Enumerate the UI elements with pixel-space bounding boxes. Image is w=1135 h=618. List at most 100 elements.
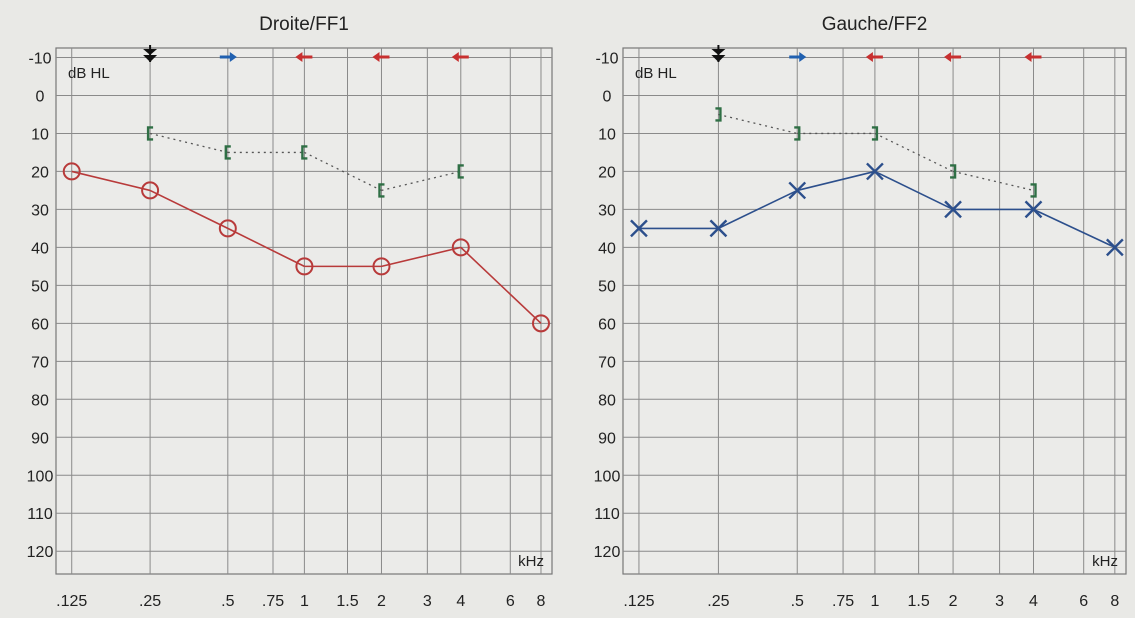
y-tick-label: 80: [598, 392, 616, 409]
air-conduction-line: [718, 189, 798, 230]
y-tick-label: 40: [598, 240, 616, 257]
y-tick-label: 80: [31, 392, 49, 409]
x-tick-label: 4: [456, 593, 465, 610]
y-tick-label: 20: [598, 164, 616, 181]
arrow-head: [944, 52, 952, 62]
bone-conduction-line: [381, 170, 461, 192]
y-tick-label: 0: [603, 88, 612, 105]
chart-title: Droite/FF1: [259, 14, 349, 35]
x-axis-label: kHz: [518, 553, 544, 570]
cross-stroke: [1105, 238, 1124, 257]
left-arrow-marker: [372, 52, 390, 62]
bracket-point: [1030, 183, 1037, 198]
left-arrow-marker: [1024, 52, 1042, 62]
x-tick-label: 1: [300, 593, 309, 610]
y-tick-label: 100: [594, 468, 621, 485]
cross-point: [944, 200, 962, 219]
cross-stroke: [866, 162, 884, 181]
bracket-point: [301, 145, 308, 160]
cross-point: [866, 162, 884, 181]
y-tick-label: 50: [31, 278, 49, 295]
x-tick-label: 6: [506, 593, 515, 610]
x-tick-label: .125: [623, 593, 654, 610]
air-conduction-line: [227, 227, 305, 268]
left-arrow-marker: [295, 52, 313, 62]
x-tick-label: 1.5: [336, 593, 358, 610]
bone-conduction-line: [304, 151, 382, 192]
bracket-point: [224, 145, 231, 160]
y-tick-label: 110: [594, 506, 620, 523]
cross-point: [1105, 238, 1124, 257]
x-tick-label: .125: [56, 593, 87, 610]
bracket-point: [457, 164, 464, 179]
y-tick-label: 90: [598, 430, 616, 447]
x-tick-label: .5: [791, 593, 804, 610]
x-tick-label: 8: [1110, 593, 1119, 610]
arrow-head: [229, 52, 237, 62]
circle-point: [218, 219, 237, 238]
x-tick-label: 2: [949, 593, 958, 610]
x-tick-label: 2: [377, 593, 386, 610]
left-arrow-marker: [865, 52, 883, 62]
double-down-arrow-marker: [143, 45, 158, 62]
y-tick-label: 40: [31, 240, 49, 257]
left-arrow-marker: [944, 52, 962, 62]
audiogram-left: Gauche/FF2-10010203040506070809010011012…: [594, 14, 1127, 610]
x-tick-label: 3: [423, 593, 432, 610]
arrow-head: [865, 52, 873, 62]
right-arrow-marker: [789, 52, 807, 62]
air-conduction-line: [874, 170, 954, 211]
circle-point: [372, 257, 391, 276]
air-conduction-line: [381, 246, 461, 268]
arrow-head: [799, 52, 807, 62]
y-tick-label: 0: [36, 88, 45, 105]
circle-point: [451, 238, 470, 257]
x-tick-label: .5: [221, 593, 234, 610]
air-conduction-line: [1033, 208, 1116, 249]
cross-stroke: [944, 200, 962, 219]
bone-conduction-line: [149, 132, 228, 154]
bracket-point: [794, 126, 801, 141]
x-tick-label: 6: [1079, 593, 1088, 610]
y-axis-label: dB HL: [68, 65, 110, 82]
cross-point: [709, 219, 728, 238]
y-axis-label: dB HL: [635, 65, 677, 82]
x-tick-label: .25: [139, 593, 161, 610]
x-tick-label: 4: [1029, 593, 1038, 610]
arrow-head: [1024, 52, 1032, 62]
circle-point: [141, 181, 160, 200]
circle-point: [62, 162, 81, 181]
air-conduction-line: [149, 189, 229, 230]
air-conduction-line: [71, 170, 151, 192]
x-tick-label: .75: [832, 593, 854, 610]
y-tick-label: -10: [595, 50, 618, 67]
y-tick-label: 110: [27, 506, 53, 523]
x-tick-label: .25: [707, 593, 729, 610]
circle-point: [531, 314, 550, 333]
bracket-point: [715, 107, 722, 122]
x-tick-label: 1: [870, 593, 879, 610]
arrow-head: [451, 52, 459, 62]
right-arrow-marker: [219, 52, 237, 62]
bone-conduction-line: [718, 113, 798, 135]
y-tick-label: 50: [598, 278, 616, 295]
circle-point: [295, 257, 314, 276]
x-tick-label: 3: [995, 593, 1004, 610]
air-conduction-line: [460, 246, 542, 324]
y-tick-label: 60: [598, 316, 616, 333]
bone-conduction-line: [952, 170, 1034, 192]
cross-stroke: [630, 219, 648, 238]
y-tick-label: 90: [31, 430, 49, 447]
x-tick-label: .75: [262, 593, 284, 610]
cross-point: [630, 219, 648, 238]
bracket-point: [146, 126, 154, 141]
y-tick-label: -10: [28, 50, 51, 67]
y-tick-label: 100: [27, 468, 54, 485]
y-tick-label: 20: [31, 164, 49, 181]
arrow-head: [372, 52, 380, 62]
y-tick-label: 70: [598, 354, 616, 371]
y-tick-label: 10: [31, 126, 49, 143]
x-tick-label: 1.5: [907, 593, 929, 610]
arrow-head: [295, 52, 303, 62]
